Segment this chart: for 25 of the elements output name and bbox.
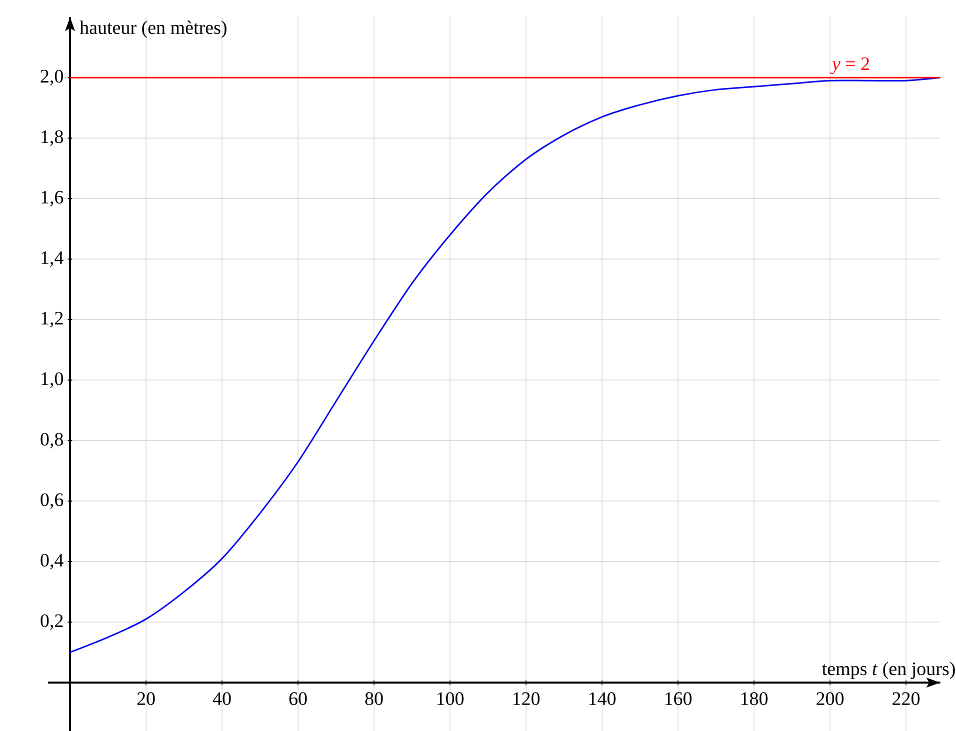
x-tick-label: 40 — [212, 692, 231, 706]
x-tick-label: 80 — [365, 692, 383, 706]
y-tick-label: 1,0 — [42, 372, 63, 388]
x-tick-label: 220 — [892, 692, 920, 706]
y-tick-label: 2,0 — [40, 70, 63, 86]
y-tick-label: 1,8 — [42, 130, 63, 146]
y-tick-label: 0,4 — [40, 554, 64, 570]
x-tick-label: 200 — [816, 692, 844, 706]
y-tick-label: 1,4 — [42, 251, 64, 267]
x-tick-label: 160 — [665, 692, 692, 706]
x-tick-label: 120 — [513, 692, 540, 706]
y-tick-label: 1,2 — [42, 312, 63, 328]
x-tick-label: 20 — [137, 692, 155, 706]
x-tick-label: 100 — [437, 692, 464, 706]
x-tick-label: 60 — [289, 692, 307, 706]
y-tick-label: 1,6 — [42, 190, 64, 206]
y-tick-label: 0,6 — [40, 493, 64, 509]
ref-line-label: y = 2 — [830, 57, 870, 74]
y-axis-title: hauteur (en mètres) — [80, 20, 226, 38]
y-tick-label: 0,2 — [40, 614, 63, 630]
x-axis-title: temps t (en jours) — [822, 662, 955, 680]
y-tick-label: 0,8 — [40, 432, 63, 448]
line-series — [69, 76, 941, 654]
x-tick-label: 140 — [589, 692, 616, 706]
x-tick-label: 180 — [741, 692, 768, 706]
